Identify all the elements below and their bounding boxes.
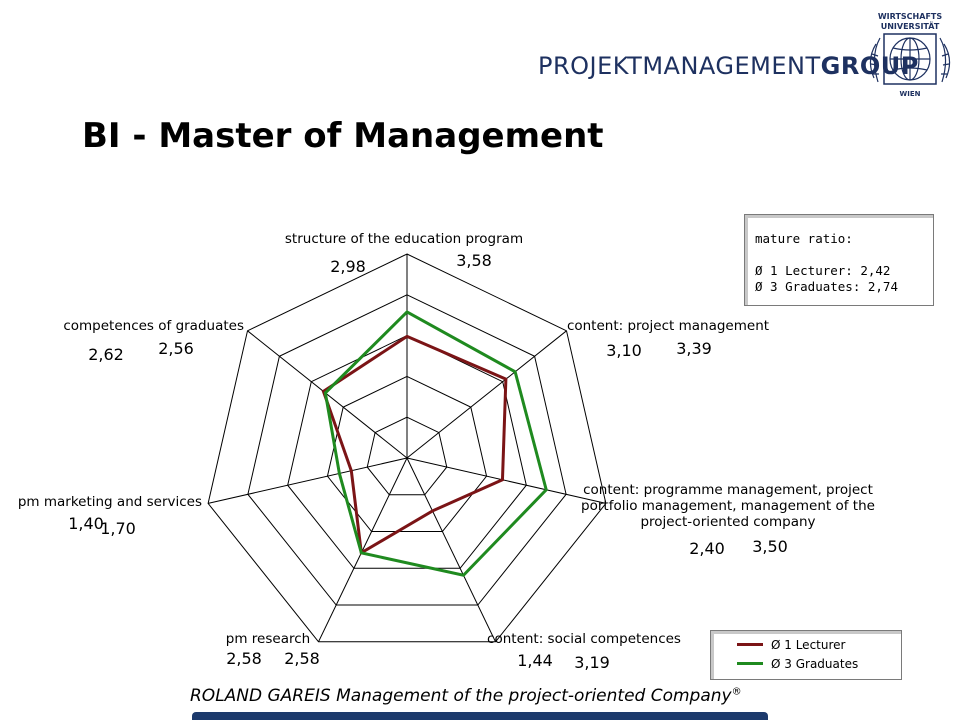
axis-spoke-5 [208, 457, 408, 504]
value-label-s1-6: 2,56 [158, 339, 194, 358]
value-label-s0-3: 1,44 [517, 651, 553, 670]
axis-label-2: portfolio management, management of the [581, 498, 875, 514]
value-label-s1-5: 1,70 [100, 519, 136, 538]
axis-spoke-2 [406, 457, 606, 504]
axis-spoke-6 [247, 330, 408, 459]
value-label-s0-0: 2,98 [330, 257, 366, 276]
grid-ring-2 [326, 375, 488, 533]
value-label-s1-2: 3,50 [752, 537, 788, 556]
radar-grid [207, 253, 607, 643]
page-title: BI - Master of Management [82, 116, 604, 156]
value-label-s0-6: 2,62 [88, 345, 124, 364]
university-seal-icon: WIRTSCHAFTS UNIVERSITÄT WIEN [869, 12, 951, 98]
grid-ring-4 [247, 294, 567, 606]
axis-label-1: content: project management [567, 318, 769, 334]
axis-label-6: competences of graduates [63, 318, 244, 334]
value-label-s1-0: 3,58 [456, 251, 492, 270]
axis-label-2: content: programme management, project [583, 482, 873, 498]
ratio-graduates: Ø 3 Graduates: 2,74 [755, 279, 898, 294]
radar-series [321, 310, 548, 577]
legend-item-lecturer: Ø 1 Lecturer [717, 635, 895, 654]
value-label-s0-1: 3,10 [606, 341, 642, 360]
registered-mark: ® [731, 686, 742, 698]
grid-ring-5 [207, 253, 607, 643]
ratio-lecturer: Ø 1 Lecturer: 2,42 [755, 263, 891, 278]
footer-caption: ROLAND GAREIS Management of the project-… [190, 686, 732, 706]
seal-mid-text: UNIVERSITÄT [881, 21, 940, 31]
legend-label-graduates: Ø 3 Graduates [771, 656, 859, 671]
axis-spoke-4 [318, 457, 408, 643]
grid-ring-1 [366, 416, 448, 496]
chart-legend: Ø 1 Lecturer Ø 3 Graduates [710, 630, 902, 680]
series-line-1 [323, 310, 548, 577]
axis-spoke-3 [406, 457, 496, 643]
footer-text: ROLAND GAREIS Management of the project-… [190, 686, 742, 706]
legend-swatch-lecturer [737, 643, 763, 646]
value-label-s0-4: 2,58 [226, 649, 262, 668]
legend-swatch-graduates [737, 662, 763, 665]
axis-label-5: pm marketing and services [18, 494, 202, 510]
value-label-s0-2: 2,40 [689, 539, 725, 558]
radar-labels: structure of the education program conten… [18, 231, 875, 672]
value-label-s1-3: 3,19 [574, 653, 610, 672]
seal-bottom-text: WIEN [900, 90, 921, 98]
axis-label-2: project-oriented company [640, 514, 815, 530]
ratio-heading: mature ratio: [755, 231, 853, 246]
axis-label-4: pm research [226, 631, 310, 647]
axis-label-0: structure of the education program [285, 231, 523, 247]
value-label-s1-1: 3,39 [676, 339, 712, 358]
footer-bar [192, 712, 768, 720]
value-label-s0-5: 1,40 [68, 514, 104, 533]
mature-ratio-box: mature ratio: Ø 1 Lecturer: 2,42 Ø 3 Gra… [744, 214, 934, 306]
brand-regular: PROJEKTMANAGEMENT [538, 52, 821, 80]
seal-top-text: WIRTSCHAFTS [878, 12, 943, 21]
legend-item-graduates: Ø 3 Graduates [717, 654, 895, 673]
legend-label-lecturer: Ø 1 Lecturer [771, 637, 846, 652]
value-label-s1-4: 2,58 [284, 649, 320, 668]
axis-label-3: content: social competences [487, 631, 681, 647]
axis-spoke-1 [406, 330, 567, 459]
